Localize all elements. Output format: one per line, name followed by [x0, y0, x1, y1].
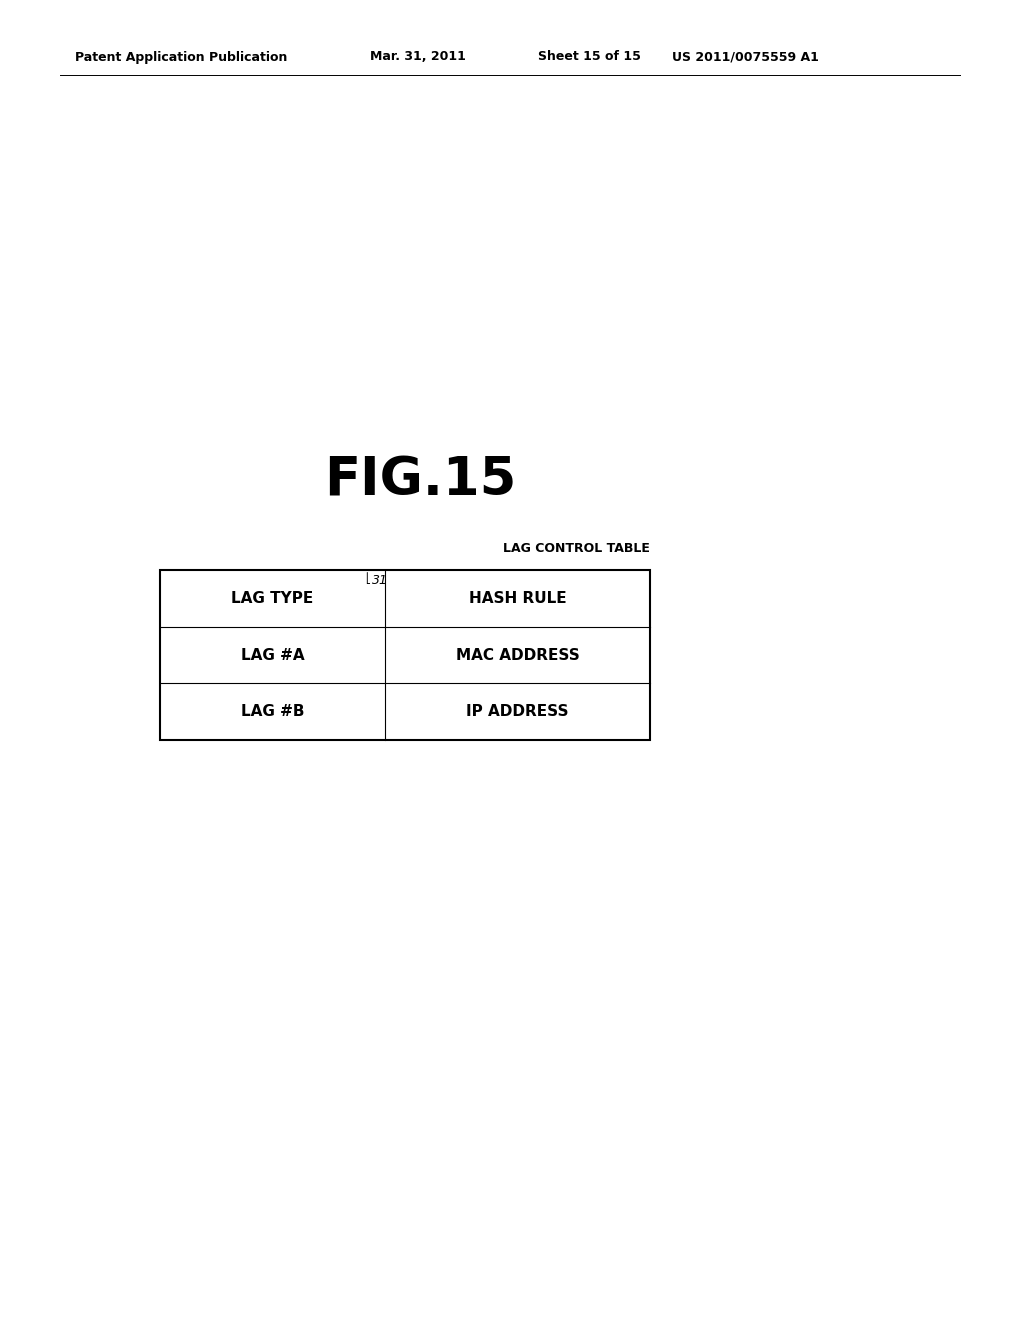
Text: HASH RULE: HASH RULE: [469, 591, 566, 606]
Text: Mar. 31, 2011: Mar. 31, 2011: [370, 50, 466, 63]
Text: Patent Application Publication: Patent Application Publication: [75, 50, 288, 63]
Text: 31: 31: [372, 574, 388, 587]
Text: FIG.15: FIG.15: [324, 454, 516, 506]
Text: Sheet 15 of 15: Sheet 15 of 15: [538, 50, 641, 63]
Text: LAG #B: LAG #B: [241, 704, 304, 719]
Text: IP ADDRESS: IP ADDRESS: [466, 704, 568, 719]
Text: LAG #A: LAG #A: [241, 648, 304, 663]
Text: ⎣: ⎣: [366, 572, 370, 583]
Bar: [160, 570, 650, 741]
Text: LAG TYPE: LAG TYPE: [231, 591, 313, 606]
Text: US 2011/0075559 A1: US 2011/0075559 A1: [672, 50, 819, 63]
Text: LAG CONTROL TABLE: LAG CONTROL TABLE: [503, 543, 650, 554]
Text: MAC ADDRESS: MAC ADDRESS: [456, 648, 580, 663]
